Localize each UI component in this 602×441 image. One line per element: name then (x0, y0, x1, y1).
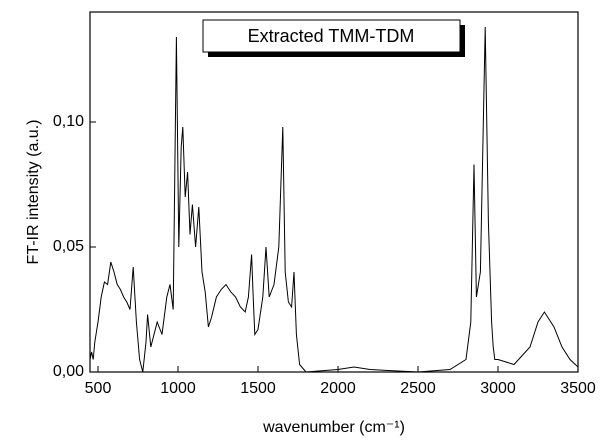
y-tick-label: 0,05 (53, 238, 84, 255)
x-tick-label: 500 (85, 380, 112, 397)
legend-box (202, 19, 461, 53)
x-tick-label: 1500 (240, 380, 276, 397)
x-tick-label: 3500 (560, 380, 596, 397)
legend-label: Extracted TMM-TDM (248, 26, 415, 46)
x-axis-label: wavenumber (cm⁻¹) (262, 419, 405, 436)
y-tick-label: 0,00 (53, 363, 84, 380)
x-tick-label: 2000 (320, 380, 356, 397)
x-tick-label: 3000 (480, 380, 516, 397)
x-tick-label: 2500 (400, 380, 436, 397)
plot-frame (89, 11, 579, 373)
y-tick-label: 0,10 (53, 113, 84, 130)
y-axis-label: FT-IR intensity (a.u.) (25, 120, 42, 265)
x-tick-label: 1000 (160, 380, 196, 397)
spectrum-line (89, 26, 579, 373)
